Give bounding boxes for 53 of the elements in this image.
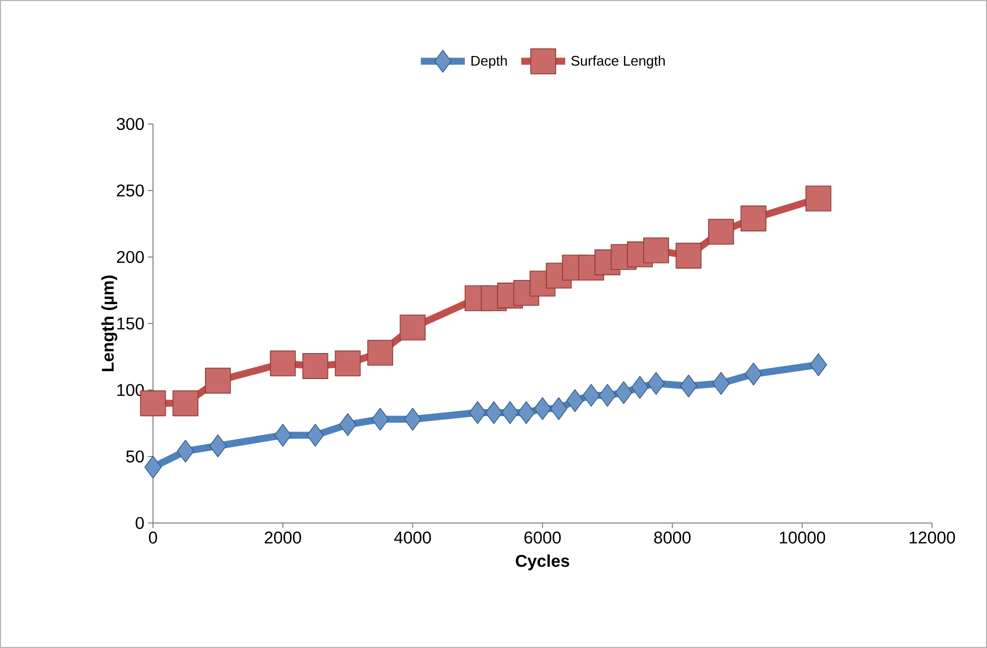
y-axis-title: Length (µm) (101, 276, 118, 372)
point (274, 424, 292, 447)
point (306, 424, 324, 447)
point (550, 397, 568, 420)
point (708, 218, 734, 245)
point (209, 434, 227, 458)
point (144, 456, 162, 479)
point (372, 408, 389, 431)
point (404, 408, 422, 431)
point (566, 389, 584, 412)
x-tick-label: 12000 (910, 532, 955, 544)
point (334, 350, 361, 376)
legend-label: Depth (471, 55, 507, 69)
y-tick-label: 150 (117, 317, 144, 330)
point (680, 374, 698, 398)
point (643, 237, 670, 264)
point (518, 401, 535, 424)
point (598, 384, 616, 407)
point (468, 401, 486, 424)
point (176, 440, 194, 463)
point (806, 186, 832, 212)
point (631, 376, 649, 399)
y-tick-label: 0 (136, 516, 144, 530)
point (485, 401, 502, 424)
point (205, 368, 231, 394)
point (172, 390, 198, 416)
x-tick-label: 0 (148, 532, 158, 544)
legend-label: Surface Length (571, 55, 665, 69)
point (400, 314, 426, 340)
point (501, 401, 519, 424)
x-axis-title: Cycles (516, 554, 570, 570)
x-tick-label: 8000 (654, 532, 691, 544)
y-tick-label: 50 (126, 450, 144, 463)
point (744, 362, 762, 386)
x-tick-label: 10000 (780, 532, 826, 544)
x-tick-label: 4000 (394, 532, 431, 544)
point (810, 353, 828, 376)
y-tick-label: 300 (116, 118, 144, 130)
point (270, 350, 296, 376)
point (582, 384, 600, 407)
point (676, 242, 702, 269)
point (302, 353, 328, 379)
x-tick-label: 2000 (264, 532, 302, 544)
y-tick-label: 250 (116, 184, 144, 197)
point (615, 381, 632, 404)
point (740, 206, 766, 232)
point (647, 372, 665, 395)
point (712, 372, 730, 395)
point (339, 413, 356, 436)
y-tick-label: 200 (116, 250, 144, 264)
x-tick-label: 6000 (524, 532, 561, 544)
point (534, 397, 552, 420)
point (367, 340, 394, 366)
